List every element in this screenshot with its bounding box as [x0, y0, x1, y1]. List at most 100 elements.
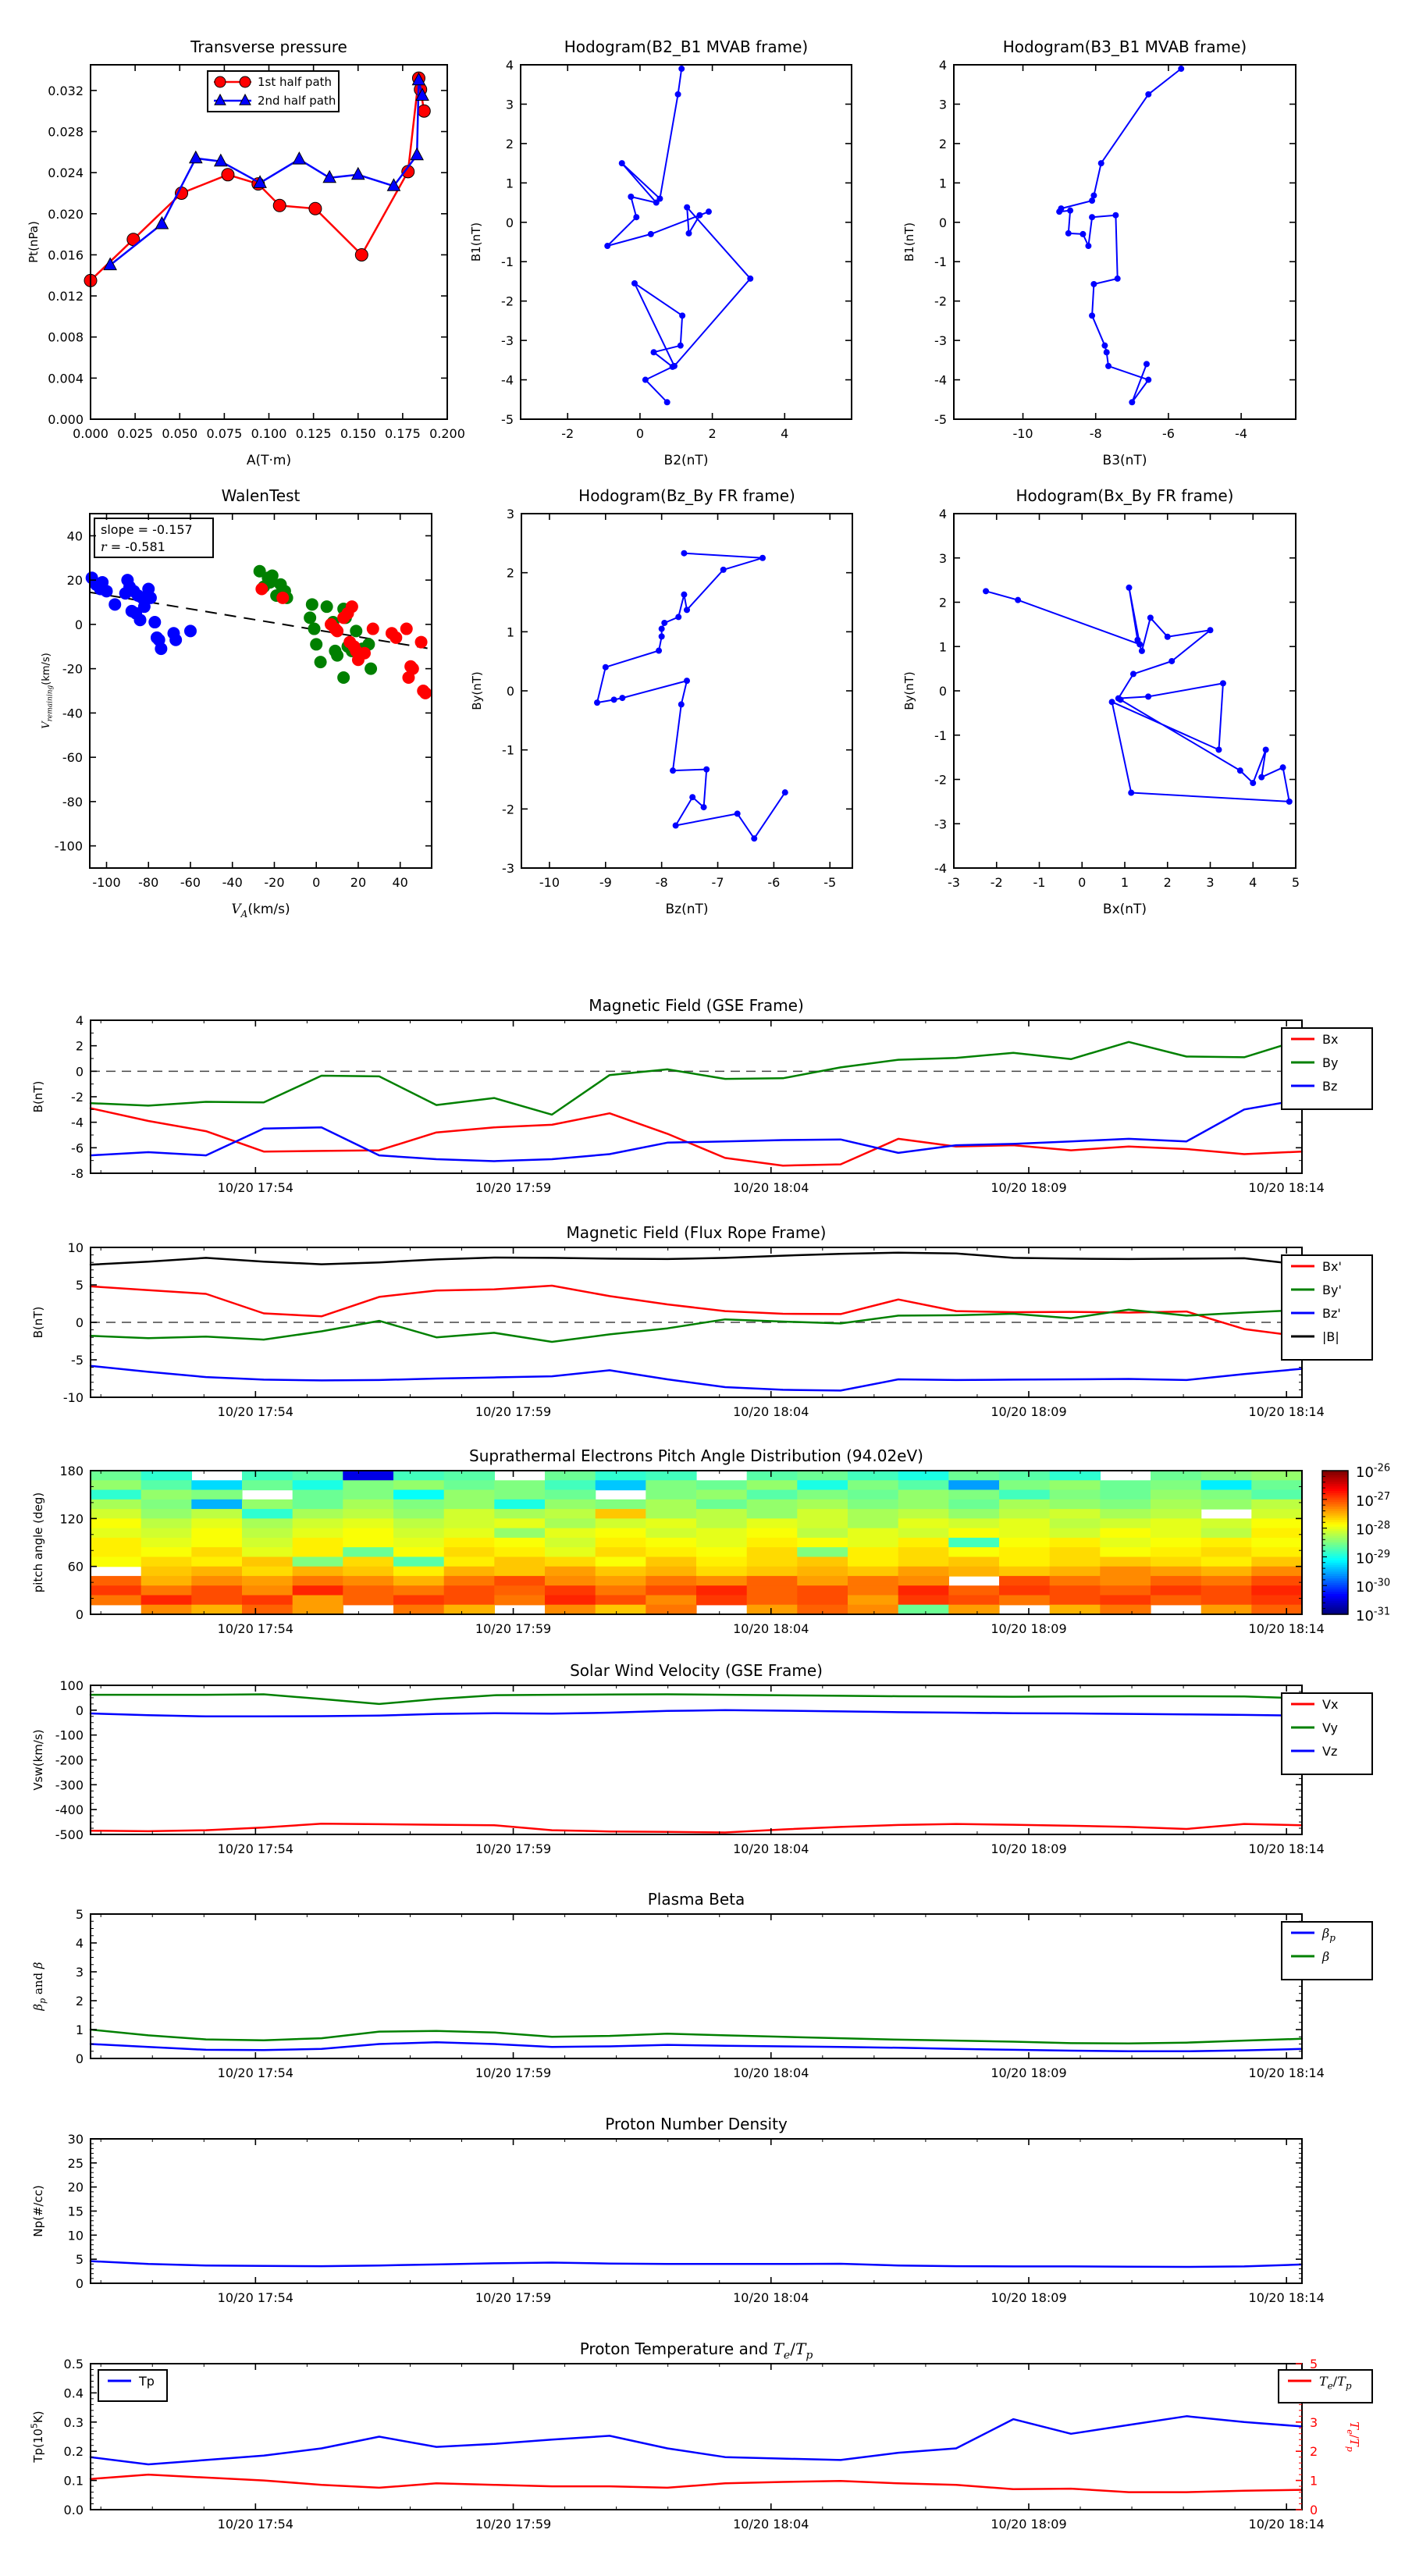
svg-text:0.028: 0.028 — [48, 125, 84, 140]
svg-text:Bz': Bz' — [1322, 1306, 1341, 1321]
svg-text:Vx: Vx — [1322, 1697, 1338, 1712]
svg-text:10/20 17:59: 10/20 17:59 — [475, 1621, 551, 1636]
svg-text:0: 0 — [76, 2276, 84, 2291]
svg-text:10/20 17:54: 10/20 17:54 — [218, 1404, 293, 1419]
svg-text:120: 120 — [59, 1511, 84, 1526]
svg-text:0.0: 0.0 — [64, 2503, 84, 2517]
svg-text:-40: -40 — [62, 706, 83, 720]
svg-text:-2: -2 — [501, 294, 514, 309]
svg-text:By: By — [1322, 1055, 1338, 1070]
svg-text:10/20 18:14: 10/20 18:14 — [1249, 1841, 1325, 1856]
panel-np: 10/20 17:54 10/20 17:59 10/20 18:04 10/20 1… — [31, 2115, 1325, 2305]
svg-text:10/20 18:04: 10/20 18:04 — [733, 1404, 809, 1419]
tp-legend-right: Te/Tp — [1278, 2369, 1373, 2403]
svg-text:0: 0 — [1078, 875, 1086, 890]
svg-text:Hodogram(Bx_By FR frame): Hodogram(Bx_By FR frame) — [1016, 486, 1233, 505]
svg-text:2: 2 — [76, 1039, 84, 1054]
svg-text:180: 180 — [59, 1464, 84, 1478]
svg-text:Transverse pressure: Transverse pressure — [190, 37, 347, 56]
svg-text:60: 60 — [68, 1560, 84, 1574]
svg-text:100: 100 — [59, 1678, 84, 1693]
svg-text:-2: -2 — [934, 773, 947, 788]
svg-text:4: 4 — [781, 426, 788, 441]
svg-text:4: 4 — [939, 58, 947, 73]
svg-text:10/20 17:59: 10/20 17:59 — [475, 1841, 551, 1856]
svg-text:0.050: 0.050 — [162, 426, 197, 441]
svg-text:1: 1 — [939, 176, 947, 190]
svg-text:-4: -4 — [1235, 426, 1247, 441]
svg-text:pitch angle (deg): pitch angle (deg) — [31, 1493, 45, 1592]
svg-text:0: 0 — [507, 684, 514, 699]
svg-text:10/20 18:09: 10/20 18:09 — [991, 1841, 1066, 1856]
svg-text:βp and β: βp and β — [31, 1962, 48, 2011]
panel-hodogram-bxby: -3 -2 -1 0 1 2 3 4 5-4-3-2-101234Hodogram(Bx_By … — [902, 486, 1300, 917]
svg-text:B(nT): B(nT) — [31, 1081, 45, 1113]
svg-text:-300: -300 — [55, 1777, 84, 1792]
svg-text:5: 5 — [76, 2252, 84, 2267]
svg-text:0: 0 — [76, 1607, 84, 1622]
svg-text:0.016: 0.016 — [48, 247, 84, 262]
svg-text:-3: -3 — [934, 333, 947, 348]
svg-text:-1: -1 — [934, 728, 947, 743]
svg-text:Hodogram(B2_B1 MVAB frame): Hodogram(B2_B1 MVAB frame) — [564, 37, 808, 56]
svg-text:4: 4 — [939, 507, 947, 521]
svg-text:-5: -5 — [934, 412, 947, 427]
svg-text:-4: -4 — [501, 373, 514, 388]
svg-text:By(nT): By(nT) — [470, 671, 484, 710]
panel-hodogram-b2b1: -2 0 2 4 -5 -4 -3 -2 -1 0 1 2 3 4 Hodogram(B2_B1 MVAB … — [469, 37, 852, 468]
svg-text:3: 3 — [939, 97, 947, 112]
svg-text:-20: -20 — [62, 662, 83, 677]
panel-tp: 10/20 17:54 10/20 17:59 10/20 18:04 10/20 1… — [30, 2339, 1373, 2532]
svg-text:0: 0 — [939, 684, 947, 699]
svg-text:10-31: 10-31 — [1356, 1606, 1390, 1624]
svg-text:Hodogram(B3_B1 MVAB frame): Hodogram(B3_B1 MVAB frame) — [1003, 37, 1247, 56]
svg-text:-9: -9 — [599, 875, 612, 890]
svg-text:-4: -4 — [934, 373, 947, 388]
svg-text:0: 0 — [506, 215, 514, 230]
svg-text:0.032: 0.032 — [48, 84, 84, 98]
svg-text:4: 4 — [76, 1936, 84, 1951]
svg-text:Proton Temperature and Te/Tp: Proton Temperature and Te/Tp — [580, 2339, 813, 2362]
svg-text:-1: -1 — [934, 254, 947, 269]
svg-text:-2: -2 — [71, 1090, 84, 1105]
pad-colorbar: 10-26 10-27 10-28 10-29 10-30 10-31 — [1321, 1462, 1390, 1624]
svg-text:Vz: Vz — [1322, 1744, 1337, 1759]
svg-text:-8: -8 — [71, 1166, 84, 1181]
svg-text:Plasma Beta: Plasma Beta — [648, 1890, 745, 1909]
svg-text:-5: -5 — [71, 1353, 84, 1368]
svg-text:20: 20 — [68, 2180, 84, 2195]
svg-text:0: 0 — [1310, 2503, 1318, 2517]
svg-text:1: 1 — [506, 176, 514, 190]
svg-text:10/20 18:14: 10/20 18:14 — [1249, 2517, 1325, 2532]
svg-text:10/20 18:09: 10/20 18:09 — [991, 1180, 1066, 1195]
svg-text:Magnetic Field (Flux Rope Fram: Magnetic Field (Flux Rope Frame) — [567, 1223, 827, 1242]
svg-text:0.012: 0.012 — [48, 289, 84, 304]
svg-text:10/20 18:04: 10/20 18:04 — [733, 2517, 809, 2532]
svg-text:-2: -2 — [991, 875, 1003, 890]
svg-text:-2: -2 — [934, 294, 947, 309]
svg-text:5: 5 — [1292, 875, 1300, 890]
svg-text:10/20 17:54: 10/20 17:54 — [218, 1621, 293, 1636]
svg-text:-8: -8 — [1090, 426, 1102, 441]
svg-text:-400: -400 — [55, 1802, 84, 1817]
svg-text:10/20 17:59: 10/20 17:59 — [475, 2290, 551, 2305]
svg-text:0.024: 0.024 — [48, 165, 84, 180]
svg-text:-1: -1 — [501, 254, 514, 269]
svg-text:10/20 17:54: 10/20 17:54 — [218, 1180, 293, 1195]
svg-text:-2: -2 — [502, 802, 514, 817]
svg-text:Bx(nT): Bx(nT) — [1103, 902, 1147, 917]
svg-text:-100: -100 — [92, 875, 120, 890]
svg-text:-80: -80 — [138, 875, 158, 890]
svg-text:5: 5 — [76, 1278, 84, 1293]
svg-text:0: 0 — [76, 1703, 84, 1718]
svg-text:Suprathermal Electrons Pitch A: Suprathermal Electrons Pitch Angle Distr… — [469, 1446, 923, 1465]
svg-text:βp: βp — [1321, 1926, 1336, 1943]
svg-text:3: 3 — [506, 97, 514, 112]
svg-text:1: 1 — [507, 624, 514, 639]
svg-text:-3: -3 — [501, 333, 514, 348]
svg-text:3: 3 — [507, 507, 514, 521]
svg-text:10-27: 10-27 — [1356, 1491, 1390, 1510]
svg-text:slope = -0.157: slope = -0.157 — [101, 522, 193, 537]
svg-text:Pt(nPa): Pt(nPa) — [27, 221, 41, 263]
